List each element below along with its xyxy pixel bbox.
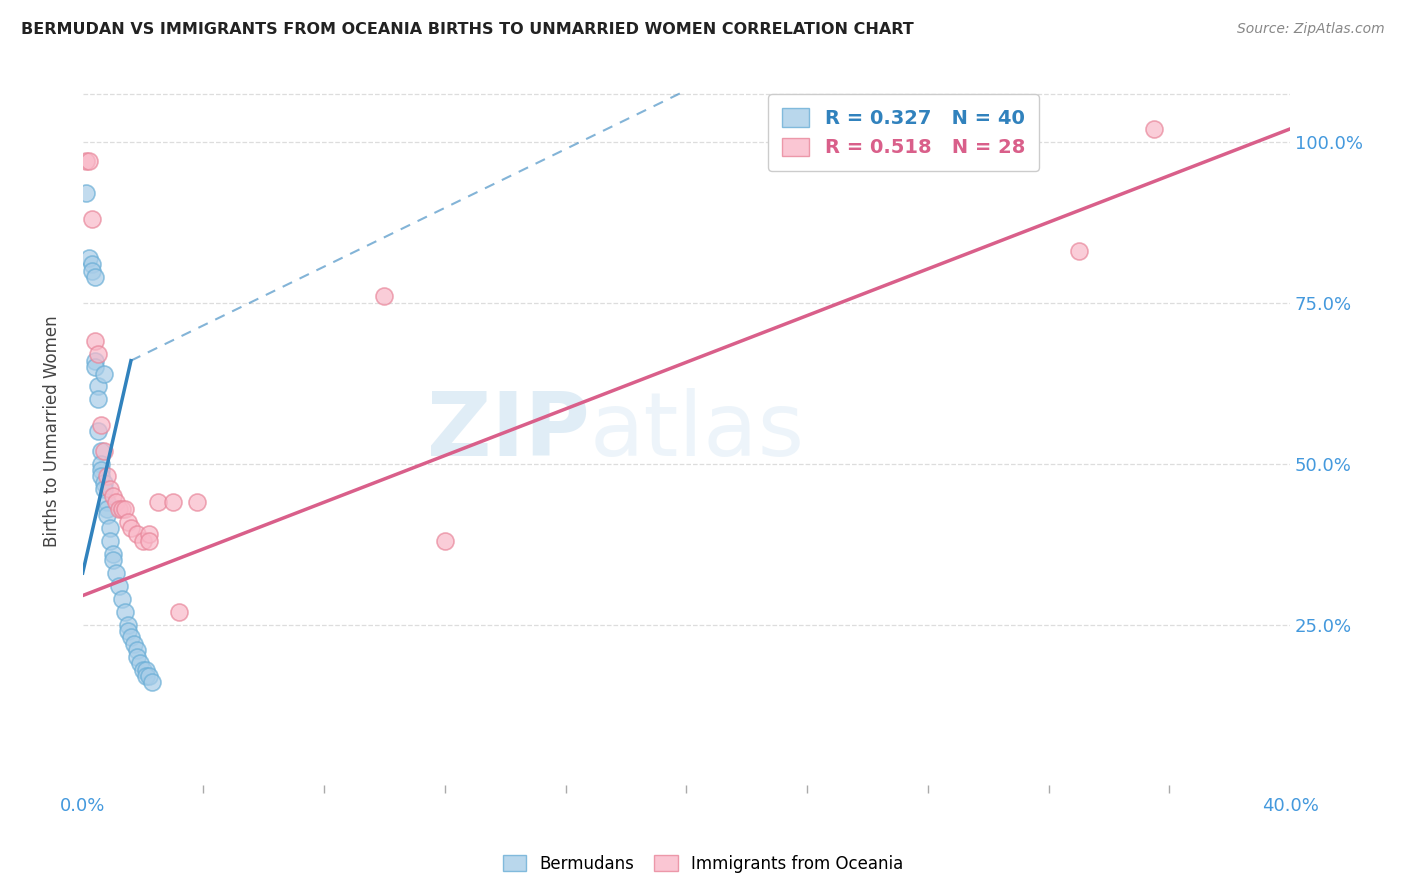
Point bbox=[433, 533, 456, 548]
Point bbox=[90, 469, 112, 483]
Point bbox=[138, 527, 160, 541]
Point bbox=[93, 483, 115, 497]
Point bbox=[111, 501, 134, 516]
Point bbox=[114, 501, 136, 516]
Point bbox=[162, 495, 184, 509]
Text: BERMUDAN VS IMMIGRANTS FROM OCEANIA BIRTHS TO UNMARRIED WOMEN CORRELATION CHART: BERMUDAN VS IMMIGRANTS FROM OCEANIA BIRT… bbox=[21, 22, 914, 37]
Y-axis label: Births to Unmarried Women: Births to Unmarried Women bbox=[44, 316, 60, 548]
Point bbox=[373, 289, 395, 303]
Text: ZIP: ZIP bbox=[427, 388, 589, 475]
Point bbox=[135, 669, 157, 683]
Point bbox=[135, 663, 157, 677]
Point bbox=[186, 495, 208, 509]
Point bbox=[114, 605, 136, 619]
Point bbox=[96, 508, 118, 522]
Legend: R = 0.327   N = 40, R = 0.518   N = 28: R = 0.327 N = 40, R = 0.518 N = 28 bbox=[769, 95, 1039, 171]
Point bbox=[167, 605, 190, 619]
Point bbox=[80, 212, 103, 227]
Point bbox=[108, 501, 131, 516]
Point bbox=[132, 533, 155, 548]
Point bbox=[104, 566, 127, 580]
Point bbox=[129, 656, 152, 670]
Point bbox=[87, 379, 110, 393]
Point bbox=[101, 553, 124, 567]
Point bbox=[117, 617, 139, 632]
Point bbox=[108, 579, 131, 593]
Point bbox=[117, 624, 139, 638]
Point bbox=[93, 475, 115, 490]
Point bbox=[87, 425, 110, 439]
Point bbox=[111, 591, 134, 606]
Point bbox=[104, 495, 127, 509]
Point bbox=[120, 521, 142, 535]
Point bbox=[98, 483, 121, 497]
Point bbox=[80, 257, 103, 271]
Point bbox=[93, 443, 115, 458]
Point bbox=[98, 533, 121, 548]
Point bbox=[75, 186, 97, 201]
Point bbox=[132, 663, 155, 677]
Point bbox=[146, 495, 169, 509]
Point bbox=[98, 521, 121, 535]
Point bbox=[83, 353, 105, 368]
Point bbox=[120, 631, 142, 645]
Point bbox=[1143, 122, 1166, 136]
Point bbox=[83, 360, 105, 375]
Point bbox=[117, 515, 139, 529]
Point bbox=[77, 154, 100, 169]
Point bbox=[93, 367, 115, 381]
Point bbox=[122, 637, 145, 651]
Point bbox=[90, 417, 112, 432]
Point bbox=[90, 443, 112, 458]
Legend: Bermudans, Immigrants from Oceania: Bermudans, Immigrants from Oceania bbox=[496, 848, 910, 880]
Point bbox=[125, 527, 148, 541]
Point bbox=[125, 643, 148, 657]
Point bbox=[75, 154, 97, 169]
Point bbox=[80, 263, 103, 277]
Point bbox=[138, 533, 160, 548]
Point bbox=[90, 463, 112, 477]
Text: atlas: atlas bbox=[589, 388, 804, 475]
Point bbox=[101, 489, 124, 503]
Text: Source: ZipAtlas.com: Source: ZipAtlas.com bbox=[1237, 22, 1385, 37]
Point bbox=[1067, 244, 1090, 259]
Point bbox=[141, 675, 163, 690]
Point bbox=[96, 469, 118, 483]
Point bbox=[125, 649, 148, 664]
Point bbox=[83, 270, 105, 285]
Point bbox=[83, 334, 105, 349]
Point bbox=[138, 669, 160, 683]
Point bbox=[87, 392, 110, 407]
Point bbox=[101, 547, 124, 561]
Point bbox=[77, 251, 100, 265]
Point bbox=[96, 495, 118, 509]
Point bbox=[90, 457, 112, 471]
Point bbox=[87, 347, 110, 361]
Point bbox=[96, 501, 118, 516]
